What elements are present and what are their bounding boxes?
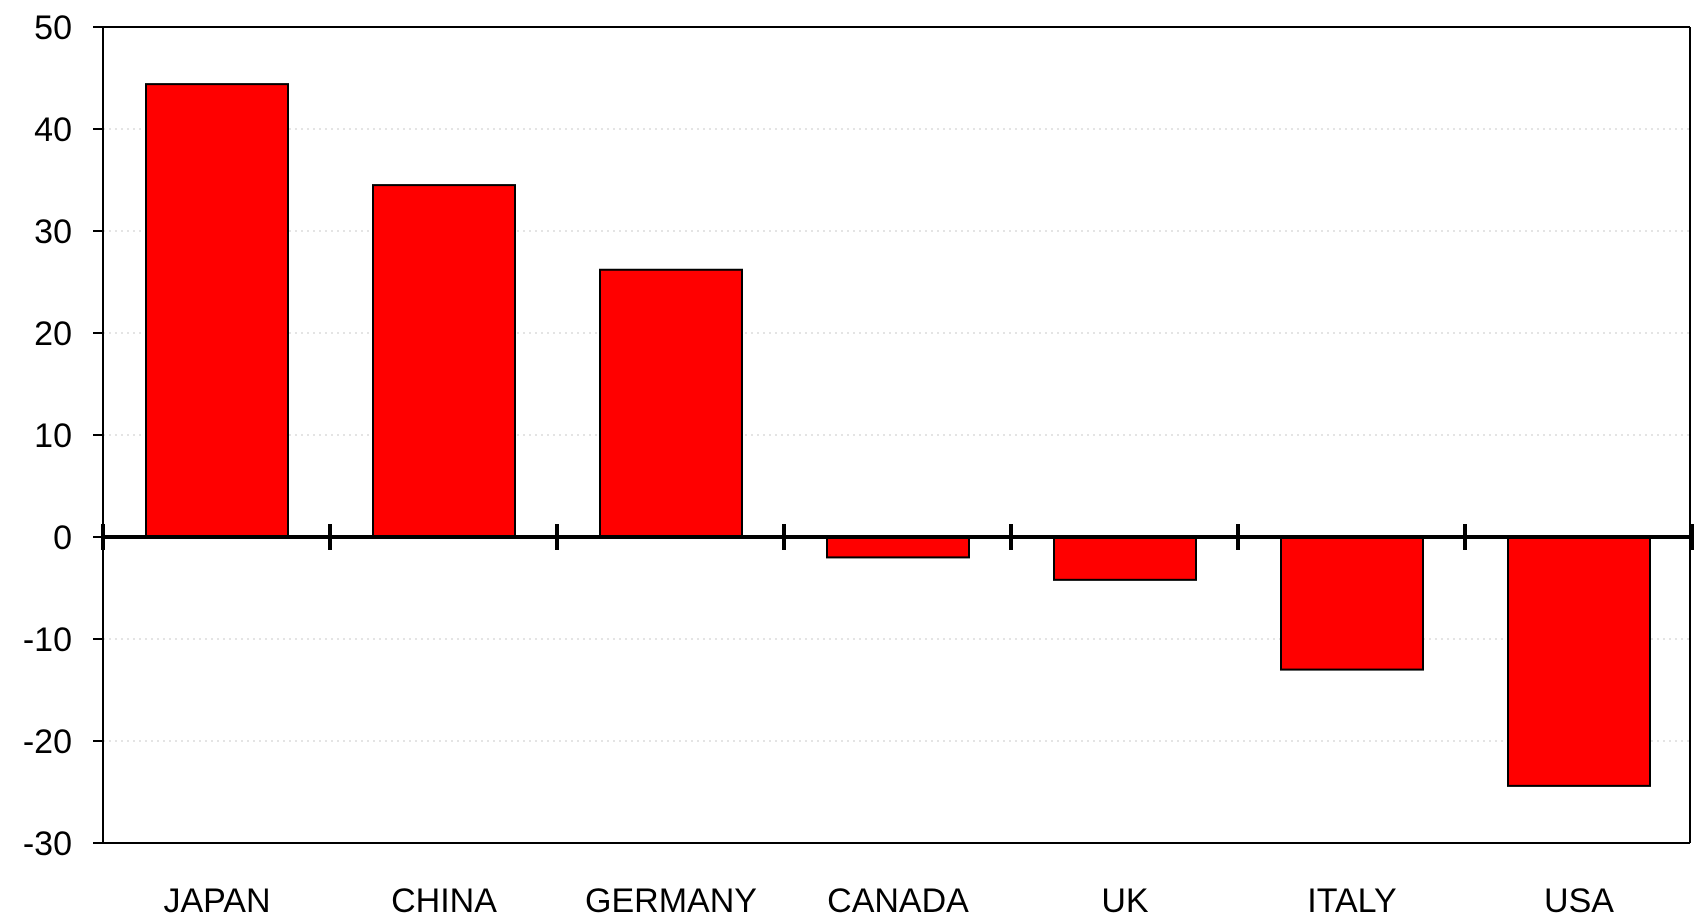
bar-japan: [145, 83, 289, 539]
y-tick-label: 30: [34, 213, 72, 251]
bar-germany: [599, 268, 743, 538]
x-tick-label: CHINA: [391, 882, 497, 918]
tick-labels: 50 40 30 20 10 0 -10 -20 -30 JAPAN CHINA GERMANY CAN…: [23, 9, 1614, 918]
bar-italy: [1280, 536, 1424, 671]
axes: [93, 26, 1694, 844]
y-tick-label: 20: [34, 315, 72, 353]
bars: [145, 83, 1651, 787]
x-tick-label: JAPAN: [163, 882, 270, 918]
y-tick-label: 50: [34, 9, 72, 47]
x-tick-label: USA: [1544, 882, 1614, 918]
y-tick-label: 0: [53, 519, 72, 557]
x-tick-label: GERMANY: [585, 882, 757, 918]
x-tick-label: UK: [1101, 882, 1149, 918]
bar-china: [372, 184, 516, 538]
bar-uk: [1053, 536, 1197, 581]
x-tick-label: ITALY: [1307, 882, 1396, 918]
y-tick-label: 10: [34, 417, 72, 455]
gridlines: [103, 128, 1690, 742]
y-tick-label: -20: [23, 723, 72, 761]
y-tick-label: -30: [23, 825, 72, 863]
bar-canada: [826, 536, 970, 559]
x-tick-label: CANADA: [827, 882, 969, 918]
bar-usa: [1507, 536, 1651, 787]
y-tick-label: -10: [23, 621, 72, 659]
y-tick-label: 40: [34, 111, 72, 149]
